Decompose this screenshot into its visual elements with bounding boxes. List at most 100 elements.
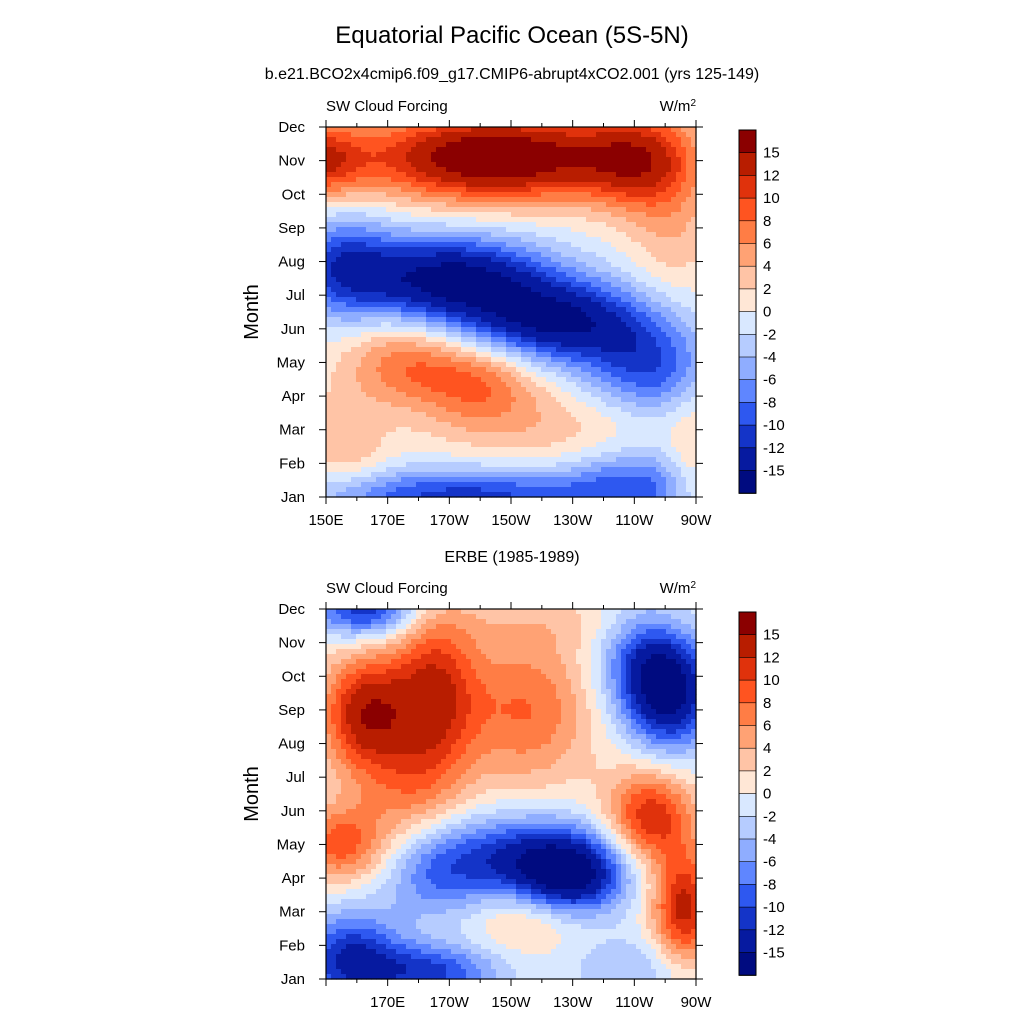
- heatmap-cell: [586, 137, 592, 143]
- heatmap-cell: [596, 422, 602, 428]
- heatmap-cell: [546, 297, 552, 303]
- heatmap-cell: [371, 187, 377, 193]
- heatmap-cell: [501, 197, 507, 203]
- heatmap-cell: [536, 237, 542, 243]
- heatmap-cell: [621, 402, 627, 408]
- heatmap-cell: [386, 192, 392, 198]
- heatmap-cell: [436, 282, 442, 288]
- heatmap-cell: [366, 442, 372, 448]
- heatmap-cell: [641, 377, 647, 383]
- heatmap-cell: [331, 457, 337, 463]
- heatmap-cell: [371, 157, 377, 163]
- heatmap-cell: [451, 452, 457, 458]
- heatmap-cell: [611, 252, 617, 258]
- heatmap-cell: [416, 217, 422, 223]
- heatmap-cell: [391, 342, 397, 348]
- heatmap-cell: [431, 172, 437, 178]
- heatmap-cell: [381, 327, 387, 333]
- heatmap-cell: [481, 422, 487, 428]
- heatmap-cell: [546, 322, 552, 328]
- heatmap-cell: [636, 337, 642, 343]
- heatmap-cell: [521, 392, 527, 398]
- heatmap-cell: [411, 462, 417, 468]
- heatmap-cell: [536, 242, 542, 248]
- heatmap-cell: [691, 362, 697, 368]
- heatmap-cell: [386, 162, 392, 168]
- heatmap-cell: [336, 437, 342, 443]
- heatmap-cell: [611, 277, 617, 283]
- heatmap-cell: [676, 327, 682, 333]
- heatmap-cell: [571, 407, 577, 413]
- heatmap-cell: [651, 347, 657, 353]
- heatmap-cell: [391, 182, 397, 188]
- heatmap-cell: [671, 262, 677, 268]
- heatmap-cell: [411, 357, 417, 363]
- heatmap-cell: [686, 422, 692, 428]
- heatmap-cell: [616, 317, 622, 323]
- heatmap-cell: [421, 282, 427, 288]
- heatmap-cell: [526, 387, 532, 393]
- heatmap-cell: [361, 267, 367, 273]
- heatmap-cell: [576, 317, 582, 323]
- heatmap-cell: [676, 397, 682, 403]
- heatmap-cell: [486, 357, 492, 363]
- heatmap-cell: [441, 137, 447, 143]
- heatmap-cell: [491, 422, 497, 428]
- heatmap-cell: [586, 297, 592, 303]
- heatmap-cell: [626, 387, 632, 393]
- heatmap-cell: [681, 142, 687, 148]
- heatmap-cell: [516, 347, 522, 353]
- heatmap-cell: [671, 157, 677, 163]
- heatmap-cell: [691, 157, 697, 163]
- heatmap-cell: [661, 252, 667, 258]
- heatmap-cell: [626, 277, 632, 283]
- heatmap-cell: [686, 212, 692, 218]
- heatmap-cell: [511, 247, 517, 253]
- heatmap-cell: [456, 432, 462, 438]
- heatmap-cell: [576, 372, 582, 378]
- heatmap-cell: [331, 137, 337, 143]
- heatmap-cell: [326, 457, 332, 463]
- heatmap-cell: [541, 152, 547, 158]
- heatmap-cell: [656, 152, 662, 158]
- heatmap-cell: [441, 302, 447, 308]
- heatmap-cell: [556, 397, 562, 403]
- heatmap-cell: [526, 132, 532, 138]
- heatmap-cell: [661, 202, 667, 208]
- heatmap-cell: [531, 257, 537, 263]
- heatmap-cell: [456, 407, 462, 413]
- heatmap-cell: [411, 452, 417, 458]
- heatmap-cell: [436, 462, 442, 468]
- heatmap-cell: [566, 427, 572, 433]
- heatmap-cell: [361, 327, 367, 333]
- heatmap-cell: [336, 397, 342, 403]
- heatmap-cell: [546, 372, 552, 378]
- heatmap-cell: [431, 177, 437, 183]
- heatmap-cell: [531, 152, 537, 158]
- heatmap-cell: [431, 427, 437, 433]
- heatmap-cell: [476, 352, 482, 358]
- heatmap-cell: [491, 432, 497, 438]
- heatmap-cell: [646, 427, 652, 433]
- heatmap-cell: [656, 277, 662, 283]
- heatmap-cell: [601, 152, 607, 158]
- heatmap-cell: [531, 197, 537, 203]
- heatmap-cell: [566, 267, 572, 273]
- heatmap-cell: [586, 347, 592, 353]
- heatmap-cell: [626, 377, 632, 383]
- heatmap-cell: [446, 197, 452, 203]
- heatmap-cell: [681, 157, 687, 163]
- heatmap-cell: [676, 142, 682, 148]
- heatmap-cell: [516, 217, 522, 223]
- heatmap-cell: [636, 422, 642, 428]
- heatmap-cell: [651, 282, 657, 288]
- heatmap-cell: [661, 267, 667, 273]
- heatmap-cell: [391, 312, 397, 318]
- heatmap-cell: [336, 412, 342, 418]
- heatmap-cell: [661, 177, 667, 183]
- heatmap-cell: [606, 177, 612, 183]
- heatmap-cell: [556, 392, 562, 398]
- heatmap-cell: [461, 372, 467, 378]
- heatmap-cell: [391, 302, 397, 308]
- heatmap-cell: [391, 207, 397, 213]
